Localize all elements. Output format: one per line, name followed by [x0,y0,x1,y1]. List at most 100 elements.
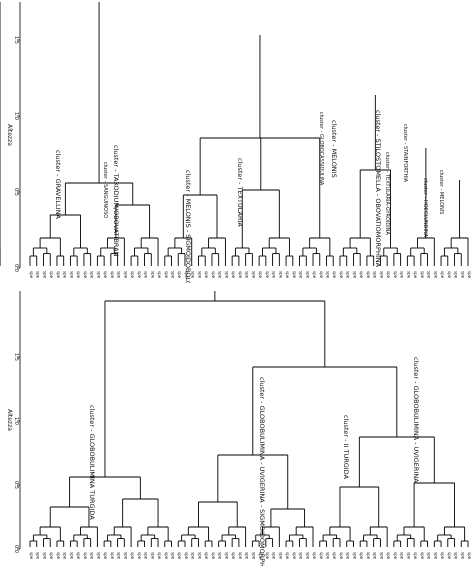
leaf-label: spe [123,552,128,560]
leaf-label: spe [42,271,47,279]
leaf-label: spe [90,271,95,279]
leaf-label: spe [460,552,465,560]
leaf-label: spe [258,271,263,279]
cluster-label: cluster - MELONIS - SIGMOIDOBOLONIDIS [184,170,192,283]
dendrogram-bottom-cluster-labels: cluster - GLOBOBULIMINA TURGIDA cluster -… [88,357,420,566]
leaf-label: spe [285,552,290,560]
leaf-label: spe [447,552,452,560]
leaf-label: spe [137,552,142,560]
leaf-label: spe [427,271,432,279]
y-axis-tick-label: 1.5 [13,353,19,361]
leaf-label: spe [265,552,270,560]
leaf-label: spe [110,552,115,560]
leaf-label: spe [96,552,101,560]
leaf-label: spe [69,271,74,279]
leaf-label: spe [177,271,182,279]
leaf-label: spe [366,271,371,279]
leaf-label: spe [49,552,54,560]
leaf-label: spe [157,271,162,279]
leaf-label: spe [211,271,216,279]
leaf-label: spe [299,271,304,279]
leaf-label: spe [191,552,196,560]
leaf-label: spe [413,271,418,279]
leaf-label: spe [171,271,176,279]
leaf-label: spe [36,271,41,279]
leaf-label: spe [319,271,324,279]
cluster-label: cluster - TAXODIUM/OBOVATIBRAN [112,145,120,257]
dendrogram-bottom-axis: 0.0 0.5 1.0 1.5 Altezza [6,291,21,553]
leaf-label: spe [440,271,445,279]
leaf-label: spe [352,552,357,560]
leaf-label: spe [56,271,61,279]
leaf-label: spe [352,271,357,279]
leaf-label: spe [164,271,169,279]
leaf-label: spe [245,552,250,560]
leaf-label: spe [467,271,472,279]
leaf-label: spe [312,552,317,560]
y-axis-tick-label: 0.0 [13,545,19,553]
leaf-label: spe [272,552,277,560]
dendrogram-top-cluster-labels: cluster - GRAVELLINA cluster - SANGUINOSO… [54,110,444,283]
leaf-label: spe [454,271,459,279]
leaf-label: spe [454,552,459,560]
y-axis-tick-label: 1.5 [13,36,19,44]
leaf-label: spe [305,552,310,560]
leaf-label: spe [171,552,176,560]
cluster-label: cluster - GLOBOCASSIDULINA [318,112,324,186]
dendrogram-top-branches [0,2,469,266]
cluster-label: cluster - MELONIS [330,120,338,178]
leaf-label: spe [251,271,256,279]
leaf-label: spe [144,271,149,279]
leaf-label: spe [177,552,182,560]
leaf-label: spe [184,271,189,279]
cluster-label: cluster - GLOBOBULIMINA - UVIGERINA - SI… [258,377,266,566]
leaf-label: spe [42,552,47,560]
dendrogram-bottom: spe spe spe spe spe spe spe spe spe spe spe spe spe s… [0,287,474,566]
leaf-label: spe [218,552,223,560]
leaf-label: spe [460,271,465,279]
leaf-label: spe [386,271,391,279]
y-axis-tick-label: 0.0 [13,264,19,272]
leaf-label: spe [366,552,371,560]
leaf-label: spe [191,271,196,279]
leaf-label: spe [238,552,243,560]
cluster-label: cluster - STILOSTOMELLA - OBOVATIOMORPHI… [374,110,382,268]
leaf-label: spe [413,552,418,560]
leaf-label: spe [299,552,304,560]
leaf-label: spe [373,271,378,279]
leaf-label: spe [373,552,378,560]
leaf-label: spe [211,552,216,560]
y-axis-tick-label: 0.5 [13,188,19,196]
leaf-label: spe [400,552,405,560]
leaf-label: spe [272,271,277,279]
cluster-label: cluster - GLOBOBULIMINA TURGIDA [88,405,96,520]
leaf-label: spe [83,271,88,279]
leaf-label: spe [265,271,270,279]
leaf-label: spe [433,552,438,560]
cluster-label: cluster - STAINFORTHIA [402,124,408,183]
leaf-label: spe [150,271,155,279]
leaf-label: spe [103,271,108,279]
leaf-label: spe [258,552,263,560]
cluster-label: cluster - TEXTULARIA [236,158,244,227]
y-axis-tick-label: 1.0 [13,417,19,425]
dendrogram-bottom-svg: spe spe spe spe spe spe spe spe spe spe spe spe spe s… [6,291,472,566]
leaf-label: spe [204,552,209,560]
leaf-label: spe [325,552,330,560]
leaf-label: spe [339,552,344,560]
leaf-label: spe [184,552,189,560]
cluster-label: cluster - TEXTULARIA-GYROIDINA [384,152,390,235]
cluster-label: cluster - GLOBOBULIMINA - UVIGERINA [412,357,420,483]
leaf-label: spe [393,271,398,279]
leaf-label: spe [346,552,351,560]
y-axis-title: Altezza [6,124,13,146]
leaf-label: spe [379,271,384,279]
leaf-label: spe [305,271,310,279]
leaf-label: spe [137,271,142,279]
leaf-label: spe [420,271,425,279]
leaf-label: spe [69,552,74,560]
cluster-label: cluster - HOEGLUNDINA [422,178,428,238]
leaf-label: spe [76,552,81,560]
leaf-label: spe [110,271,115,279]
leaf-label: spe [400,271,405,279]
